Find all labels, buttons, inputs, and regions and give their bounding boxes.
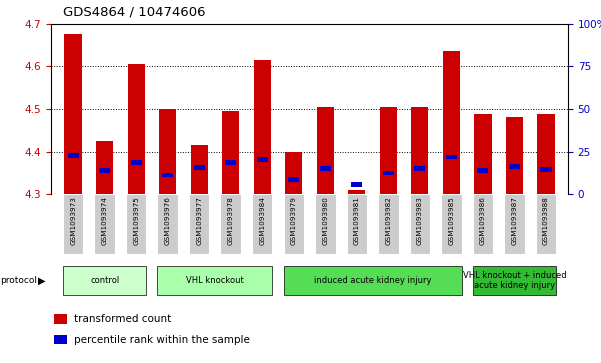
Bar <box>222 111 239 194</box>
Bar <box>441 194 462 254</box>
Text: GDS4864 / 10474606: GDS4864 / 10474606 <box>63 5 206 18</box>
Bar <box>225 160 236 164</box>
Bar <box>317 107 334 194</box>
Bar <box>162 173 173 178</box>
Bar <box>94 194 115 254</box>
Bar <box>189 194 210 254</box>
Text: GSM1093981: GSM1093981 <box>354 197 360 245</box>
Text: VHL knockout: VHL knockout <box>186 276 244 285</box>
Bar <box>508 164 520 169</box>
Text: GSM1093983: GSM1093983 <box>417 197 423 245</box>
Text: ▶: ▶ <box>38 276 45 285</box>
Bar <box>505 117 523 194</box>
Text: VHL knockout + induced
acute kidney injury: VHL knockout + induced acute kidney inju… <box>463 271 566 290</box>
Bar <box>380 107 397 194</box>
Bar <box>320 166 331 171</box>
Text: GSM1093973: GSM1093973 <box>70 197 76 245</box>
Bar <box>157 194 178 254</box>
Bar <box>257 157 268 162</box>
Bar <box>126 194 147 254</box>
Text: transformed count: transformed count <box>75 314 172 324</box>
Text: GSM1093975: GSM1093975 <box>133 197 139 245</box>
Bar <box>285 151 302 194</box>
Bar <box>288 177 299 182</box>
Text: GSM1093986: GSM1093986 <box>480 197 486 245</box>
Bar <box>254 60 271 194</box>
Bar <box>351 183 362 187</box>
Bar <box>284 266 462 295</box>
Text: GSM1093977: GSM1093977 <box>196 197 202 245</box>
Bar <box>191 145 208 194</box>
Bar <box>127 64 145 194</box>
Text: GSM1093976: GSM1093976 <box>165 197 171 245</box>
Bar <box>472 194 493 254</box>
Bar <box>409 194 430 254</box>
Bar <box>157 266 272 295</box>
Bar <box>472 266 556 295</box>
Text: GSM1093974: GSM1093974 <box>102 197 108 245</box>
Bar <box>63 194 84 254</box>
Bar <box>446 155 457 159</box>
Bar <box>414 166 426 171</box>
Bar <box>63 266 147 295</box>
Text: GSM1093980: GSM1093980 <box>322 197 328 245</box>
Bar <box>537 114 555 194</box>
Text: control: control <box>90 276 119 285</box>
Bar <box>443 51 460 194</box>
Bar <box>67 154 79 158</box>
Text: GSM1093978: GSM1093978 <box>228 197 234 245</box>
Bar <box>194 166 205 170</box>
Text: induced acute kidney injury: induced acute kidney injury <box>314 276 432 285</box>
Bar <box>159 109 176 194</box>
Text: percentile rank within the sample: percentile rank within the sample <box>75 335 250 345</box>
Bar <box>347 194 367 254</box>
Bar <box>540 167 552 172</box>
Text: protocol: protocol <box>1 276 38 285</box>
Bar <box>348 190 365 194</box>
Bar <box>383 171 394 175</box>
Bar <box>99 168 111 173</box>
Bar <box>378 194 398 254</box>
Bar <box>96 141 114 194</box>
Text: GSM1093987: GSM1093987 <box>511 197 517 245</box>
Bar <box>64 34 82 194</box>
Bar <box>252 194 272 254</box>
Bar <box>535 194 556 254</box>
Bar <box>411 107 429 194</box>
Bar <box>504 194 525 254</box>
Text: GSM1093985: GSM1093985 <box>448 197 454 245</box>
Bar <box>221 194 241 254</box>
Bar <box>284 194 304 254</box>
Bar <box>315 194 335 254</box>
Text: GSM1093982: GSM1093982 <box>385 197 391 245</box>
Bar <box>474 114 492 194</box>
Text: GSM1093979: GSM1093979 <box>291 197 297 245</box>
Text: GSM1093988: GSM1093988 <box>543 197 549 245</box>
Bar <box>130 160 142 164</box>
Bar <box>53 335 67 344</box>
Bar <box>477 168 489 173</box>
Text: GSM1093984: GSM1093984 <box>259 197 265 245</box>
Bar <box>53 314 67 324</box>
